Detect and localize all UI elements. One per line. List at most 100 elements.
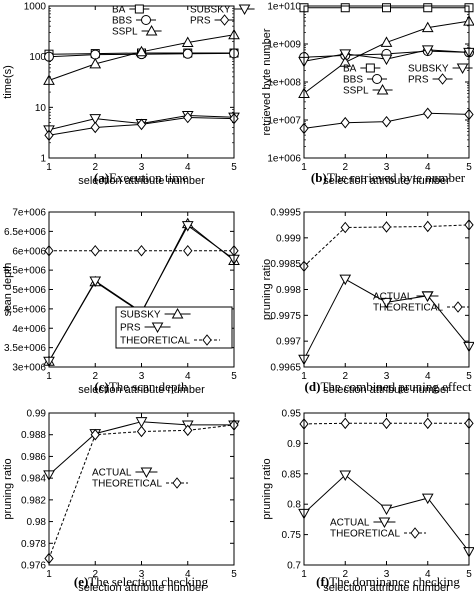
legend-entry-ba: BA — [112, 4, 150, 16]
plot-frame — [48, 211, 235, 368]
legend-label: SUBSKY — [190, 5, 231, 16]
panel-caption: (b)The retrieved byte number — [311, 170, 466, 185]
legend-marker — [202, 334, 212, 346]
y-tick-label: 0.999 — [276, 233, 301, 244]
plot-frame — [303, 5, 470, 159]
legend: SUBSKY PRS THEORETICAL — [115, 306, 233, 349]
data-point — [136, 244, 147, 257]
data-point — [381, 115, 392, 128]
y-tick-label: 0.95 — [282, 409, 302, 420]
y-tick-label: 4e+006 — [12, 324, 46, 335]
caption-text: The combined pruning effect — [320, 379, 471, 394]
chart-panel-f: 0.7 0.75 0.8 0.85 0.9 0.95 1 2 3 4 5 ACTUALTHEORETI… — [261, 409, 474, 591]
legend-label: ACTUAL — [330, 518, 370, 529]
caption-text: The selection checking — [88, 574, 208, 589]
caption-letter: (b) — [311, 170, 327, 185]
legend-entry-sspl: SSPL — [112, 24, 162, 38]
series-actual — [298, 274, 474, 366]
legend-label: BBS — [112, 16, 132, 27]
x-tick-label: 1 — [301, 162, 307, 173]
y-tick-label: 0.98 — [27, 517, 47, 528]
data-point — [339, 56, 352, 67]
x-tick-label: 1 — [46, 371, 52, 382]
data-point — [183, 424, 193, 437]
legend-entry-theoretical: THEORETICAL — [120, 334, 221, 347]
y-tick-label: 0.978 — [21, 539, 46, 550]
data-point — [381, 417, 392, 430]
y-tick-label: 0.9965 — [270, 363, 301, 374]
data-point — [183, 111, 193, 124]
data-point — [421, 45, 434, 56]
legend-marker — [219, 14, 230, 26]
x-tick-label: 4 — [425, 162, 431, 173]
legend-label: SUBSKY — [120, 310, 161, 321]
y-tick-label: 10 — [35, 103, 47, 114]
caption-letter: (d) — [305, 379, 321, 394]
legend-entry-subsky: SUBSKY — [190, 4, 255, 16]
legend-label: THEORETICAL — [330, 529, 400, 540]
x-tick-label: 5 — [231, 371, 237, 382]
legend-entry-theoretical: THEORETICAL — [92, 477, 189, 490]
x-tick-label: 1 — [46, 162, 52, 173]
x-tick-label: 4 — [185, 162, 191, 173]
legend-marker — [410, 527, 420, 539]
data-point — [421, 21, 434, 33]
legend-marker — [437, 73, 448, 85]
panel-caption: (e)The selection checking — [74, 574, 209, 589]
legend-entry-theoretical: THEORETICAL — [330, 527, 427, 540]
legend-marker — [171, 307, 184, 319]
data-point — [382, 3, 391, 13]
legend-label: ACTUAL — [373, 292, 413, 303]
series-theoretical — [44, 244, 239, 257]
x-tick-label: 2 — [92, 569, 98, 580]
data-point — [340, 221, 350, 234]
legend-marker — [140, 467, 153, 479]
legend-marker — [141, 15, 152, 25]
caption-letter: (a) — [94, 170, 109, 185]
legend-entry-theoretical: THEORETICAL — [373, 301, 470, 314]
x-axis-label: selection attribute number — [78, 582, 205, 591]
caption-text: Execution time — [109, 170, 188, 185]
data-point — [380, 504, 393, 516]
legend-label: BBS — [343, 75, 363, 86]
y-axis-label: scan depth — [2, 263, 14, 317]
y-axis-label: pruning ratio — [261, 458, 273, 519]
x-tick-label: 3 — [139, 162, 145, 173]
data-point — [423, 417, 433, 430]
x-tick-label: 5 — [466, 162, 472, 173]
series-actual — [298, 470, 474, 558]
data-point — [381, 221, 392, 233]
data-point — [182, 48, 193, 59]
data-point — [340, 3, 350, 13]
y-tick-label: 0.976 — [21, 561, 46, 572]
y-tick-label: 5e+006 — [12, 285, 46, 296]
data-point — [380, 36, 393, 47]
y-tick-label: 1 — [40, 154, 46, 165]
data-point — [90, 121, 100, 134]
y-tick-label: 1e+006 — [267, 154, 301, 165]
series-line — [48, 424, 235, 559]
plot-frame — [303, 412, 470, 566]
legend-entry-prs: PRS — [190, 14, 235, 27]
legend-entry-subsky: SUBSKY — [120, 307, 191, 321]
x-tick-label: 3 — [384, 569, 390, 580]
y-tick-label: 1e+008 — [267, 78, 301, 89]
x-tick-label: 4 — [425, 569, 431, 580]
legend-marker — [372, 74, 383, 84]
x-tick-label: 5 — [466, 569, 472, 580]
legend-label: PRS — [408, 75, 429, 86]
x-axis-label: selection attribute number — [78, 384, 205, 396]
y-tick-label: 3.5e+006 — [4, 343, 46, 354]
y-tick-label: 0.9 — [287, 439, 301, 450]
data-point — [380, 54, 393, 66]
legend-entry-actual: ACTUAL — [330, 517, 396, 529]
data-point — [136, 118, 147, 131]
y-tick-label: 0.9995 — [270, 208, 301, 219]
data-point — [183, 244, 193, 257]
y-tick-label: 4.5e+006 — [4, 304, 46, 315]
legend-label: THEORETICAL — [92, 479, 162, 490]
